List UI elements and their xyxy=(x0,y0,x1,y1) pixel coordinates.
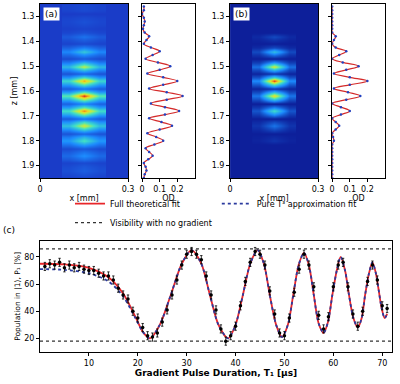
svg-text:Pure T³ approximation fit: Pure T³ approximation fit xyxy=(257,200,356,209)
svg-text:Population in |1⟩, P₁ [%]: Population in |1⟩, P₁ [%] xyxy=(13,252,22,341)
svg-text:1.4: 1.4 xyxy=(22,37,35,46)
svg-text:70: 70 xyxy=(377,359,387,368)
svg-text:1.6: 1.6 xyxy=(22,87,35,96)
svg-text:1.8: 1.8 xyxy=(212,137,225,146)
svg-text:60: 60 xyxy=(328,359,338,368)
svg-text:1.7: 1.7 xyxy=(22,112,35,121)
svg-text:0.3: 0.3 xyxy=(122,185,135,194)
svg-text:0: 0 xyxy=(140,185,145,194)
svg-text:0: 0 xyxy=(330,185,335,194)
svg-text:0.1: 0.1 xyxy=(343,185,356,194)
svg-text:1.3: 1.3 xyxy=(22,12,35,21)
svg-text:1.9: 1.9 xyxy=(22,161,35,170)
svg-text:OD: OD xyxy=(352,194,364,203)
svg-text:Gradient Pulse Duration, T₁ [μ: Gradient Pulse Duration, T₁ [μs] xyxy=(135,368,297,378)
svg-text:0.2: 0.2 xyxy=(171,185,184,194)
svg-text:0.2: 0.2 xyxy=(361,185,374,194)
svg-text:OD: OD xyxy=(162,194,174,203)
svg-text:80: 80 xyxy=(24,253,34,262)
svg-text:1.7: 1.7 xyxy=(212,112,225,121)
svg-text:40: 40 xyxy=(24,307,34,316)
svg-text:(a): (a) xyxy=(45,9,58,19)
svg-text:60: 60 xyxy=(24,280,34,289)
svg-text:10: 10 xyxy=(84,359,94,368)
svg-text:(c): (c) xyxy=(3,225,15,235)
svg-text:z [mm]: z [mm] xyxy=(10,77,19,106)
svg-text:x [mm]: x [mm] xyxy=(69,194,98,203)
svg-text:1.9: 1.9 xyxy=(212,161,225,170)
svg-text:1.6: 1.6 xyxy=(212,87,225,96)
svg-text:x [mm]: x [mm] xyxy=(260,194,289,203)
svg-text:Visibility with no gradient: Visibility with no gradient xyxy=(110,219,212,228)
svg-text:1.3: 1.3 xyxy=(212,12,225,21)
svg-text:0: 0 xyxy=(37,185,42,194)
svg-text:0.1: 0.1 xyxy=(153,185,166,194)
svg-text:30: 30 xyxy=(182,359,192,368)
svg-text:1.5: 1.5 xyxy=(212,62,225,71)
svg-text:50: 50 xyxy=(279,359,289,368)
svg-text:0.3: 0.3 xyxy=(312,185,325,194)
svg-text:1.8: 1.8 xyxy=(22,137,35,146)
svg-text:1.5: 1.5 xyxy=(22,62,35,71)
svg-text:Full theoretical fit: Full theoretical fit xyxy=(110,200,180,209)
svg-text:20: 20 xyxy=(133,359,143,368)
svg-text:1.4: 1.4 xyxy=(212,37,225,46)
svg-text:40: 40 xyxy=(230,359,240,368)
svg-text:0: 0 xyxy=(228,185,233,194)
svg-text:(b): (b) xyxy=(235,9,248,19)
svg-text:20: 20 xyxy=(24,334,34,343)
